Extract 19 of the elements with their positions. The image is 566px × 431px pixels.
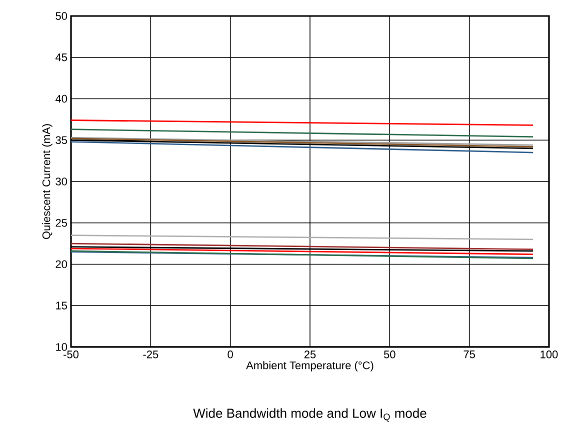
y-tick-label: 40 — [55, 94, 68, 103]
y-tick-label: 35 — [56, 136, 67, 144]
x-tick-label: 25 — [304, 350, 316, 358]
y-tick-label: 45 — [55, 54, 67, 62]
x-tick-label: 50 — [384, 350, 396, 358]
y-tick-label: 25 — [56, 218, 67, 227]
y-tick-label: 50 — [56, 12, 68, 20]
x-axis-title: Ambient Temperature (°C) — [246, 361, 374, 372]
x-tick-label: -25 — [143, 350, 158, 358]
y-tick-label: 15 — [56, 302, 67, 310]
y-tick-label: 30 — [56, 178, 68, 186]
x-tick-label: -50 — [64, 350, 79, 358]
x-tick-label: 75 — [464, 350, 475, 358]
x-tick-label: 100 — [540, 350, 558, 358]
y-tick-label: 20 — [56, 260, 68, 268]
text: Wide Bandwidth mode and Low I$_{Q}$ mode — [193, 408, 426, 422]
y-axis-title: Quiescent Current (mA) — [42, 124, 52, 240]
y-tick-label: 10 — [56, 343, 68, 351]
x-tick-label: 0 — [228, 350, 233, 358]
